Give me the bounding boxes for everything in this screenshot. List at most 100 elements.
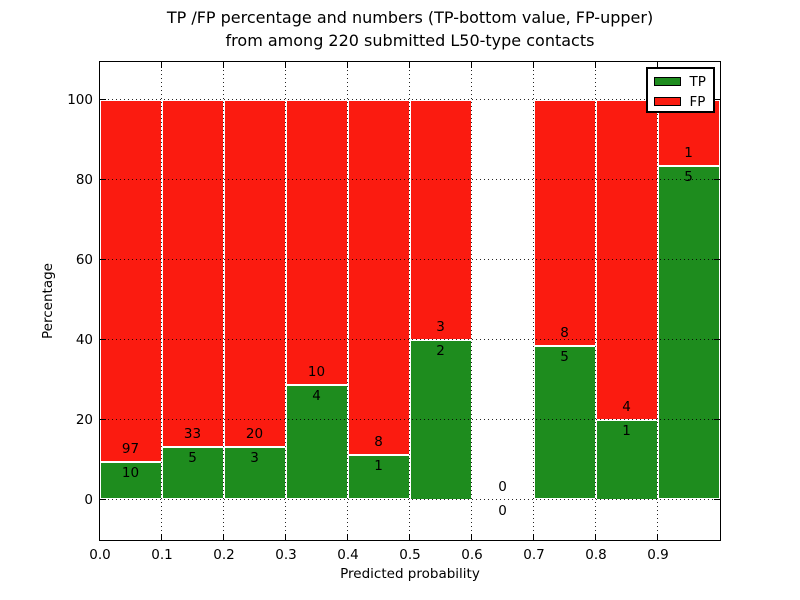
fp-count-label: 8 [560, 324, 569, 341]
vertical-gridline [595, 61, 596, 540]
x-tick-mark [161, 61, 162, 68]
chart-title: TP /FP percentage and numbers (TP-bottom… [100, 6, 720, 52]
legend-swatch-tp [653, 77, 681, 86]
tp-bar-segment [99, 462, 162, 500]
x-axis-label: Predicted probability [340, 566, 480, 582]
tp-count-label: 3 [250, 450, 259, 467]
fp-bar-segment [161, 99, 224, 447]
x-tick-mark [347, 533, 348, 540]
tp-count-label: 5 [188, 449, 197, 466]
fp-count-label: 0 [498, 478, 507, 495]
fp-count-label: 10 [307, 364, 326, 381]
x-tick-label: 0.4 [337, 547, 359, 563]
vertical-gridline [409, 61, 410, 540]
y-tick-label: 0 [84, 492, 93, 508]
legend: TP FP [645, 66, 715, 113]
tp-count-label: 1 [374, 458, 383, 475]
chart-title-line-1: TP /FP percentage and numbers (TP-bottom… [166, 8, 654, 27]
y-tick-label: 20 [75, 412, 93, 428]
y-tick-mark [99, 339, 106, 340]
x-tick-label: 0.3 [275, 547, 297, 563]
x-tick-label: 0.0 [89, 547, 111, 563]
y-tick-mark [99, 499, 106, 500]
vertical-gridline [657, 61, 658, 540]
legend-row: FP [653, 92, 707, 112]
x-tick-mark [657, 61, 658, 68]
y-axis-label: Percentage [40, 263, 56, 339]
x-tick-mark [285, 61, 286, 68]
x-tick-label: 0.5 [399, 547, 421, 563]
x-tick-mark [223, 61, 224, 68]
x-tick-mark [99, 61, 100, 68]
vertical-gridline [471, 61, 472, 540]
tp-bar-segment [223, 447, 286, 500]
y-tick-mark [713, 499, 720, 500]
y-tick-mark [99, 179, 106, 180]
y-tick-mark [99, 99, 106, 100]
fp-count-label: 97 [121, 441, 140, 458]
x-tick-mark [409, 61, 410, 68]
x-tick-label: 0.6 [461, 547, 483, 563]
vertical-gridline [285, 61, 286, 540]
tp-bar-segment [533, 345, 596, 500]
tp-count-label: 2 [436, 342, 445, 359]
tp-count-label: 1 [622, 422, 631, 439]
x-tick-label: 0.8 [585, 547, 607, 563]
y-tick-label: 80 [75, 172, 93, 188]
fp-count-label: 3 [436, 318, 445, 335]
tp-bar-segment [161, 446, 224, 500]
x-tick-mark [533, 533, 534, 540]
fp-bar-segment [533, 99, 596, 346]
y-tick-mark [99, 259, 106, 260]
vertical-gridline [223, 61, 224, 540]
tp-count-label: 10 [121, 465, 140, 482]
chart-title-line-2: from among 220 submitted L50-type contac… [225, 31, 595, 50]
fp-count-label: 20 [245, 426, 264, 443]
x-tick-mark [223, 533, 224, 540]
vertical-gridline [161, 61, 162, 540]
x-tick-label: 0.2 [213, 547, 235, 563]
x-tick-mark [595, 533, 596, 540]
tp-count-label: 5 [684, 169, 693, 186]
x-tick-mark [533, 61, 534, 68]
fp-bar-segment [99, 99, 162, 463]
x-tick-mark [161, 533, 162, 540]
x-tick-label: 0.7 [523, 547, 545, 563]
tp-count-label: 4 [312, 388, 321, 405]
x-tick-mark [285, 533, 286, 540]
vertical-gridline [533, 61, 534, 540]
x-tick-label: 0.1 [151, 547, 173, 563]
tp-bar-segment [595, 419, 658, 500]
y-tick-label: 40 [75, 332, 93, 348]
vertical-gridline [347, 61, 348, 540]
x-tick-label: 0.9 [647, 547, 669, 563]
y-tick-mark [713, 259, 720, 260]
x-tick-mark [595, 61, 596, 68]
legend-label: TP [689, 73, 706, 90]
x-tick-mark [409, 533, 410, 540]
y-tick-label: 60 [75, 252, 93, 268]
y-tick-mark [99, 419, 106, 420]
tp-bar-segment [347, 455, 410, 500]
y-tick-label: 100 [67, 92, 93, 108]
x-tick-mark [471, 61, 472, 68]
tp-count-label: 0 [498, 502, 507, 519]
tp-count-label: 5 [560, 348, 569, 365]
legend-label: FP [689, 93, 706, 110]
y-tick-mark [713, 99, 720, 100]
legend-swatch-fp [653, 97, 681, 106]
fp-bar-segment [223, 99, 286, 448]
x-tick-mark [471, 533, 472, 540]
fp-count-label: 33 [183, 425, 202, 442]
fp-bar-segment [347, 99, 410, 456]
tp-bar-segment [657, 166, 720, 500]
fp-bar-segment [409, 99, 472, 340]
fp-count-label: 4 [622, 398, 631, 415]
x-tick-mark [347, 61, 348, 68]
fp-count-label: 1 [684, 145, 693, 162]
legend-row: TP [653, 72, 707, 92]
plot-area: TP FP 97 10 33 5 20 3 10 4 8 1 3 2 0 0 8 5 4 1 1 5 [98, 60, 721, 541]
y-tick-mark [713, 339, 720, 340]
y-tick-mark [713, 179, 720, 180]
